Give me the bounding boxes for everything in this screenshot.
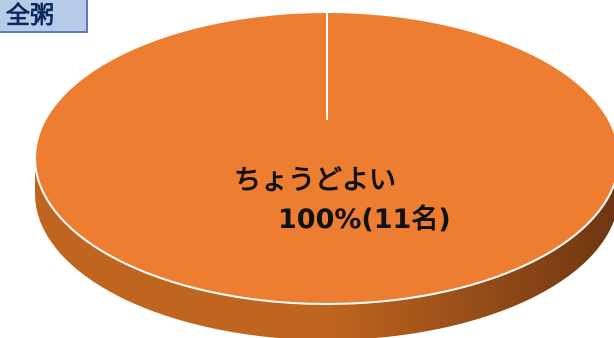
pie-slice-top xyxy=(34,11,614,305)
data-label-category: ちょうどよい xyxy=(234,165,396,196)
data-label-value: 100%(11名) xyxy=(278,203,451,235)
pie-side-wall xyxy=(35,158,614,338)
category-badge: 全粥 xyxy=(0,0,88,33)
